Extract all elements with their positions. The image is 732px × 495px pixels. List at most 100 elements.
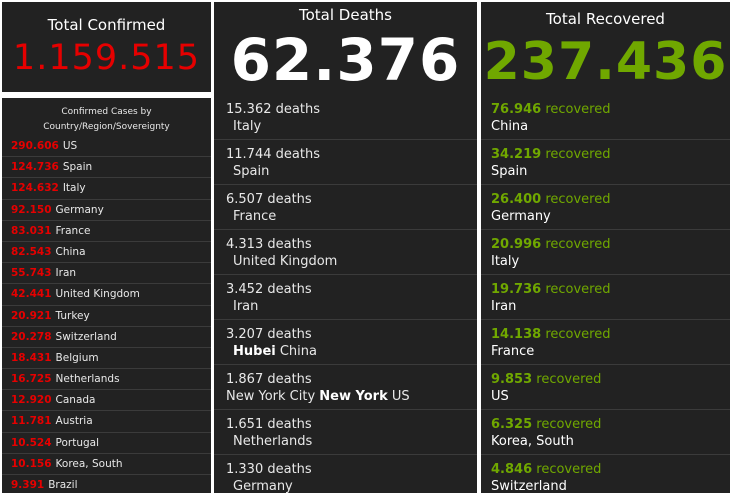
confirmed-count: 124.736 (11, 161, 59, 174)
recovered-list-item[interactable]: 20.996 recovered Italy (481, 230, 730, 275)
deaths-count: 6.507 (226, 192, 264, 207)
deaths-list-item[interactable]: 6.507 deaths France (214, 185, 477, 230)
confirmed-list-item[interactable]: 92.150 Germany (2, 200, 211, 221)
deaths-list-item[interactable]: 3.207 deaths Hubei China (214, 320, 477, 365)
confirmed-count: 18.431 (11, 351, 52, 364)
confirmed-count: 20.278 (11, 330, 52, 343)
recovered-count: 20.996 (491, 237, 542, 252)
confirmed-list-title: Confirmed Cases by Country/Region/Sovere… (2, 105, 211, 135)
confirmed-list-title-line2: Country/Region/Sovereignty (43, 122, 170, 132)
deaths-unit: deaths (267, 417, 312, 432)
confirmed-place: Italy (62, 182, 86, 195)
recovered-line: 6.325 recovered (491, 416, 730, 433)
recovered-line: 14.138 recovered (491, 326, 730, 343)
recovered-list-item[interactable]: 19.736 recovered Iran (481, 275, 730, 320)
confirmed-list-item[interactable]: 18.431 Belgium (2, 348, 211, 370)
recovered-count: 4.846 (491, 462, 533, 477)
confirmed-list-title-line1: Confirmed Cases by (61, 107, 152, 117)
deaths-line: 11.744 deaths (226, 146, 477, 163)
recovered-place: China (491, 119, 529, 134)
confirmed-list-item[interactable]: 10.156 Korea, South (2, 454, 211, 475)
deaths-list-item[interactable]: 1.867 deaths New York City New York US (214, 365, 477, 410)
confirmed-list-item[interactable]: 82.543 China (2, 242, 211, 264)
confirmed-list-item[interactable]: 83.031 France (2, 221, 211, 242)
deaths-location: Iran (226, 298, 477, 315)
deaths-place: Spain (233, 164, 270, 179)
deaths-list-item[interactable]: 3.452 deaths Iran (214, 275, 477, 320)
recovered-line: 20.996 recovered (491, 236, 730, 253)
recovered-list-item[interactable]: 9.853 recovered US (481, 365, 730, 410)
confirmed-place: US (62, 140, 78, 152)
recovered-list-item[interactable]: 14.138 recovered France (481, 320, 730, 365)
recovered-unit: recovered (536, 417, 602, 432)
confirmed-list-item[interactable]: 20.278 Switzerland (2, 327, 211, 348)
total-recovered-title: Total Recovered (546, 10, 665, 28)
confirmed-list-item[interactable]: 42.441 United Kingdom (2, 284, 211, 306)
confirmed-list-item[interactable]: 16.725 Netherlands (2, 369, 211, 391)
confirmed-list-item[interactable]: 290.606 US (2, 136, 211, 158)
deaths-location: Spain (226, 163, 477, 180)
deaths-location: Italy (226, 118, 477, 135)
deaths-place: Germany (233, 479, 293, 493)
confirmed-list-item[interactable]: 124.632 Italy (2, 178, 211, 200)
confirmed-place: Turkey (55, 309, 90, 322)
total-recovered-panel: Total Recovered 237.436 76.946 recovered… (481, 2, 730, 493)
recovered-line: 26.400 recovered (491, 191, 730, 208)
recovered-list-item[interactable]: 34.219 recovered Spain (481, 140, 730, 185)
recovered-count: 9.853 (491, 372, 533, 387)
deaths-unit: deaths (267, 462, 312, 477)
confirmed-count: 10.524 (11, 436, 52, 449)
deaths-list-item[interactable]: 11.744 deaths Spain (214, 140, 477, 185)
recovered-count: 26.400 (491, 192, 542, 207)
recovered-line: 19.736 recovered (491, 281, 730, 298)
confirmed-list-item[interactable]: 55.743 Iran (2, 263, 211, 285)
confirmed-place: Portugal (55, 436, 100, 449)
recovered-list-item[interactable]: 4.846 recovered Switzerland (481, 455, 730, 493)
confirmed-place: Netherlands (55, 373, 120, 386)
confirmed-count: 124.632 (11, 182, 59, 195)
confirmed-place: France (55, 224, 91, 237)
deaths-location: Hubei China (226, 343, 477, 360)
confirmed-list-item[interactable]: 12.920 Canada (2, 390, 211, 412)
deaths-list-item[interactable]: 4.313 deaths United Kingdom (214, 230, 477, 275)
recovered-unit: recovered (545, 147, 611, 162)
deaths-list-item[interactable]: 15.362 deaths Italy (214, 95, 477, 140)
confirmed-place: Austria (55, 415, 93, 428)
recovered-place: Italy (491, 254, 520, 269)
deaths-count: 4.313 (226, 237, 264, 252)
recovered-count: 6.325 (491, 417, 533, 432)
confirmed-place: Belgium (55, 351, 99, 364)
recovered-line: 9.853 recovered (491, 371, 730, 388)
confirmed-list-item[interactable]: 10.524 Portugal (2, 433, 211, 454)
total-deaths-title: Total Deaths (299, 6, 392, 24)
confirmed-count: 16.725 (11, 373, 52, 386)
deaths-location: France (226, 208, 477, 225)
recovered-list-item[interactable]: 76.946 recovered China (481, 95, 730, 140)
deaths-place: China (279, 344, 317, 359)
confirmed-count: 9.391 (11, 479, 45, 491)
deaths-region: New York (319, 389, 388, 404)
confirmed-list-item[interactable]: 124.736 Spain (2, 157, 211, 179)
confirmed-count: 83.031 (11, 224, 52, 237)
total-deaths-panel: Total Deaths 62.376 15.362 deaths Italy 11… (214, 2, 477, 493)
confirmed-list-item[interactable]: 11.781 Austria (2, 411, 211, 433)
deaths-list: 15.362 deaths Italy 11.744 deaths Spain 6.50… (214, 95, 477, 493)
deaths-count: 15.362 (226, 102, 272, 117)
deaths-unit: deaths (267, 327, 312, 342)
recovered-list-item[interactable]: 6.325 recovered Korea, South (481, 410, 730, 455)
confirmed-place: Iran (55, 267, 77, 280)
confirmed-list-item[interactable]: 20.921 Turkey (2, 306, 211, 327)
deaths-location: New York City New York US (226, 388, 477, 405)
total-confirmed-value: 1.159.515 (12, 38, 201, 78)
recovered-list-item[interactable]: 26.400 recovered Germany (481, 185, 730, 230)
confirmed-count: 55.743 (11, 267, 52, 280)
deaths-list-item[interactable]: 1.330 deaths Germany (214, 455, 477, 493)
recovered-count: 14.138 (491, 327, 542, 342)
deaths-list-item[interactable]: 1.651 deaths Netherlands (214, 410, 477, 455)
confirmed-place: Korea, South (55, 457, 123, 470)
confirmed-list-item[interactable]: 9.391 Brazil (2, 475, 211, 493)
deaths-location: Germany (226, 478, 477, 493)
recovered-unit: recovered (545, 237, 611, 252)
deaths-location: Netherlands (226, 433, 477, 450)
confirmed-count: 11.781 (11, 415, 52, 428)
